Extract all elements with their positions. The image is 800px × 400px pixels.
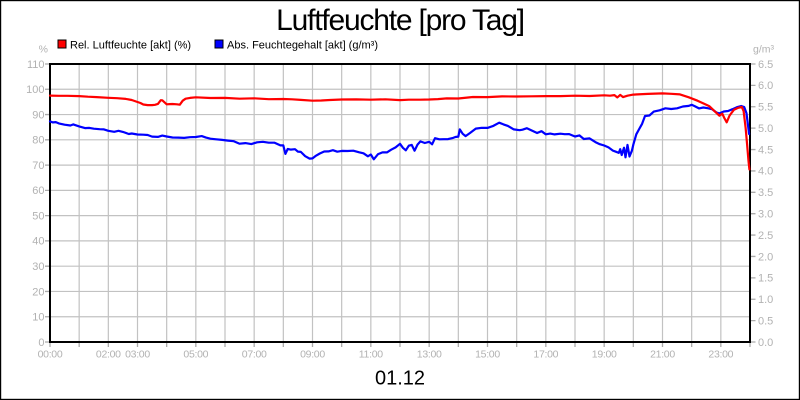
svg-text:13:00: 13:00	[417, 349, 442, 361]
svg-text:5.0: 5.0	[758, 123, 773, 135]
svg-text:1.5: 1.5	[758, 273, 773, 285]
svg-text:Abs. Feuchtegehalt [akt] (g/m³: Abs. Feuchtegehalt [akt] (g/m³)	[227, 40, 378, 52]
svg-text:0.5: 0.5	[758, 315, 773, 327]
svg-text:6.0: 6.0	[758, 80, 773, 92]
svg-text:40: 40	[32, 236, 44, 248]
svg-text:50: 50	[32, 210, 44, 222]
svg-text:4.0: 4.0	[758, 166, 773, 178]
svg-text:60: 60	[32, 185, 44, 197]
svg-text:07:00: 07:00	[242, 349, 267, 361]
svg-text:Luftfeuchte [pro Tag]: Luftfeuchte [pro Tag]	[276, 4, 524, 37]
svg-text:23:00: 23:00	[708, 349, 733, 361]
svg-text:5.5: 5.5	[758, 102, 773, 114]
svg-text:0.0: 0.0	[758, 337, 773, 349]
svg-text:%: %	[39, 44, 48, 56]
svg-text:2.5: 2.5	[758, 230, 773, 242]
svg-text:11:00: 11:00	[359, 349, 383, 361]
svg-text:15:00: 15:00	[475, 349, 500, 361]
svg-text:03:00: 03:00	[125, 349, 150, 361]
svg-text:19:00: 19:00	[592, 349, 617, 361]
svg-text:90: 90	[32, 109, 44, 121]
svg-text:05:00: 05:00	[183, 349, 208, 361]
svg-text:100: 100	[26, 84, 44, 96]
svg-text:110: 110	[27, 59, 45, 71]
svg-text:00:00: 00:00	[38, 349, 63, 361]
svg-text:1.0: 1.0	[758, 294, 773, 306]
svg-text:02:00: 02:00	[96, 349, 121, 361]
svg-text:20: 20	[32, 286, 44, 298]
svg-text:3.5: 3.5	[758, 187, 773, 199]
svg-text:21:00: 21:00	[650, 349, 675, 361]
svg-text:3.0: 3.0	[758, 209, 773, 221]
svg-text:10: 10	[32, 312, 44, 324]
svg-text:4.5: 4.5	[758, 144, 773, 156]
svg-text:0: 0	[38, 337, 44, 349]
svg-text:80: 80	[32, 135, 44, 147]
svg-text:6.5: 6.5	[758, 59, 773, 71]
svg-text:Rel. Luftfeuchte [akt] (%): Rel. Luftfeuchte [akt] (%)	[70, 40, 191, 52]
svg-text:01.12: 01.12	[375, 368, 425, 390]
svg-text:70: 70	[32, 160, 44, 172]
svg-text:09:00: 09:00	[300, 349, 325, 361]
svg-text:30: 30	[32, 261, 44, 273]
svg-text:2.0: 2.0	[758, 251, 773, 263]
svg-text:g/m³: g/m³	[753, 44, 775, 56]
svg-text:17:00: 17:00	[533, 349, 558, 361]
